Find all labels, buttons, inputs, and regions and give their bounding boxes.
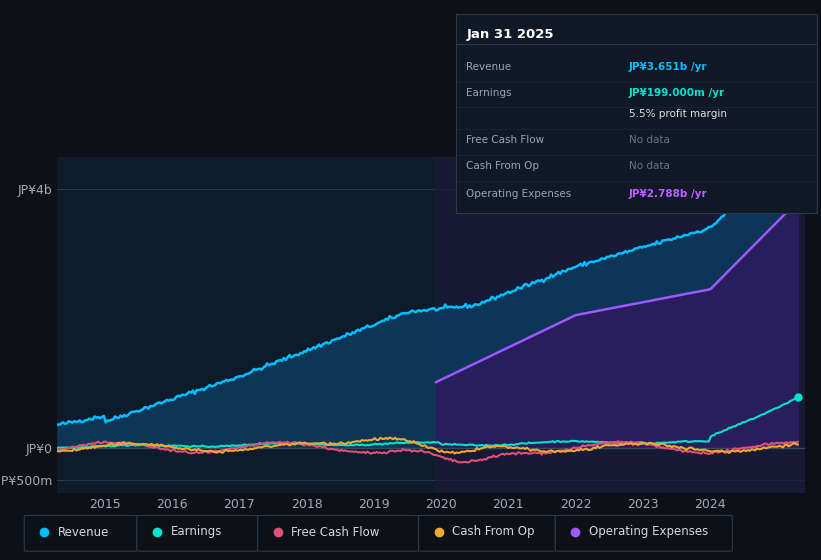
Text: JP¥199.000m /yr: JP¥199.000m /yr xyxy=(629,87,725,97)
Text: No data: No data xyxy=(629,161,670,171)
Text: Operating Expenses: Operating Expenses xyxy=(589,525,709,539)
Text: JP¥3.651b /yr: JP¥3.651b /yr xyxy=(629,62,708,72)
Text: Free Cash Flow: Free Cash Flow xyxy=(291,525,380,539)
Text: Revenue: Revenue xyxy=(466,62,511,72)
Text: Cash From Op: Cash From Op xyxy=(452,525,534,539)
Text: Earnings: Earnings xyxy=(466,87,512,97)
Text: Free Cash Flow: Free Cash Flow xyxy=(466,136,544,145)
FancyBboxPatch shape xyxy=(258,515,419,551)
FancyBboxPatch shape xyxy=(555,515,732,551)
Text: Jan 31 2025: Jan 31 2025 xyxy=(466,28,554,41)
Text: No data: No data xyxy=(629,136,670,145)
Text: Cash From Op: Cash From Op xyxy=(466,161,539,171)
Text: Earnings: Earnings xyxy=(171,525,222,539)
FancyBboxPatch shape xyxy=(25,515,137,551)
Text: JP¥2.788b /yr: JP¥2.788b /yr xyxy=(629,189,708,199)
FancyBboxPatch shape xyxy=(137,515,258,551)
Text: 5.5% profit margin: 5.5% profit margin xyxy=(629,109,727,119)
FancyBboxPatch shape xyxy=(419,515,555,551)
Text: Revenue: Revenue xyxy=(58,525,109,539)
Text: Operating Expenses: Operating Expenses xyxy=(466,189,571,199)
Bar xyxy=(434,157,805,493)
